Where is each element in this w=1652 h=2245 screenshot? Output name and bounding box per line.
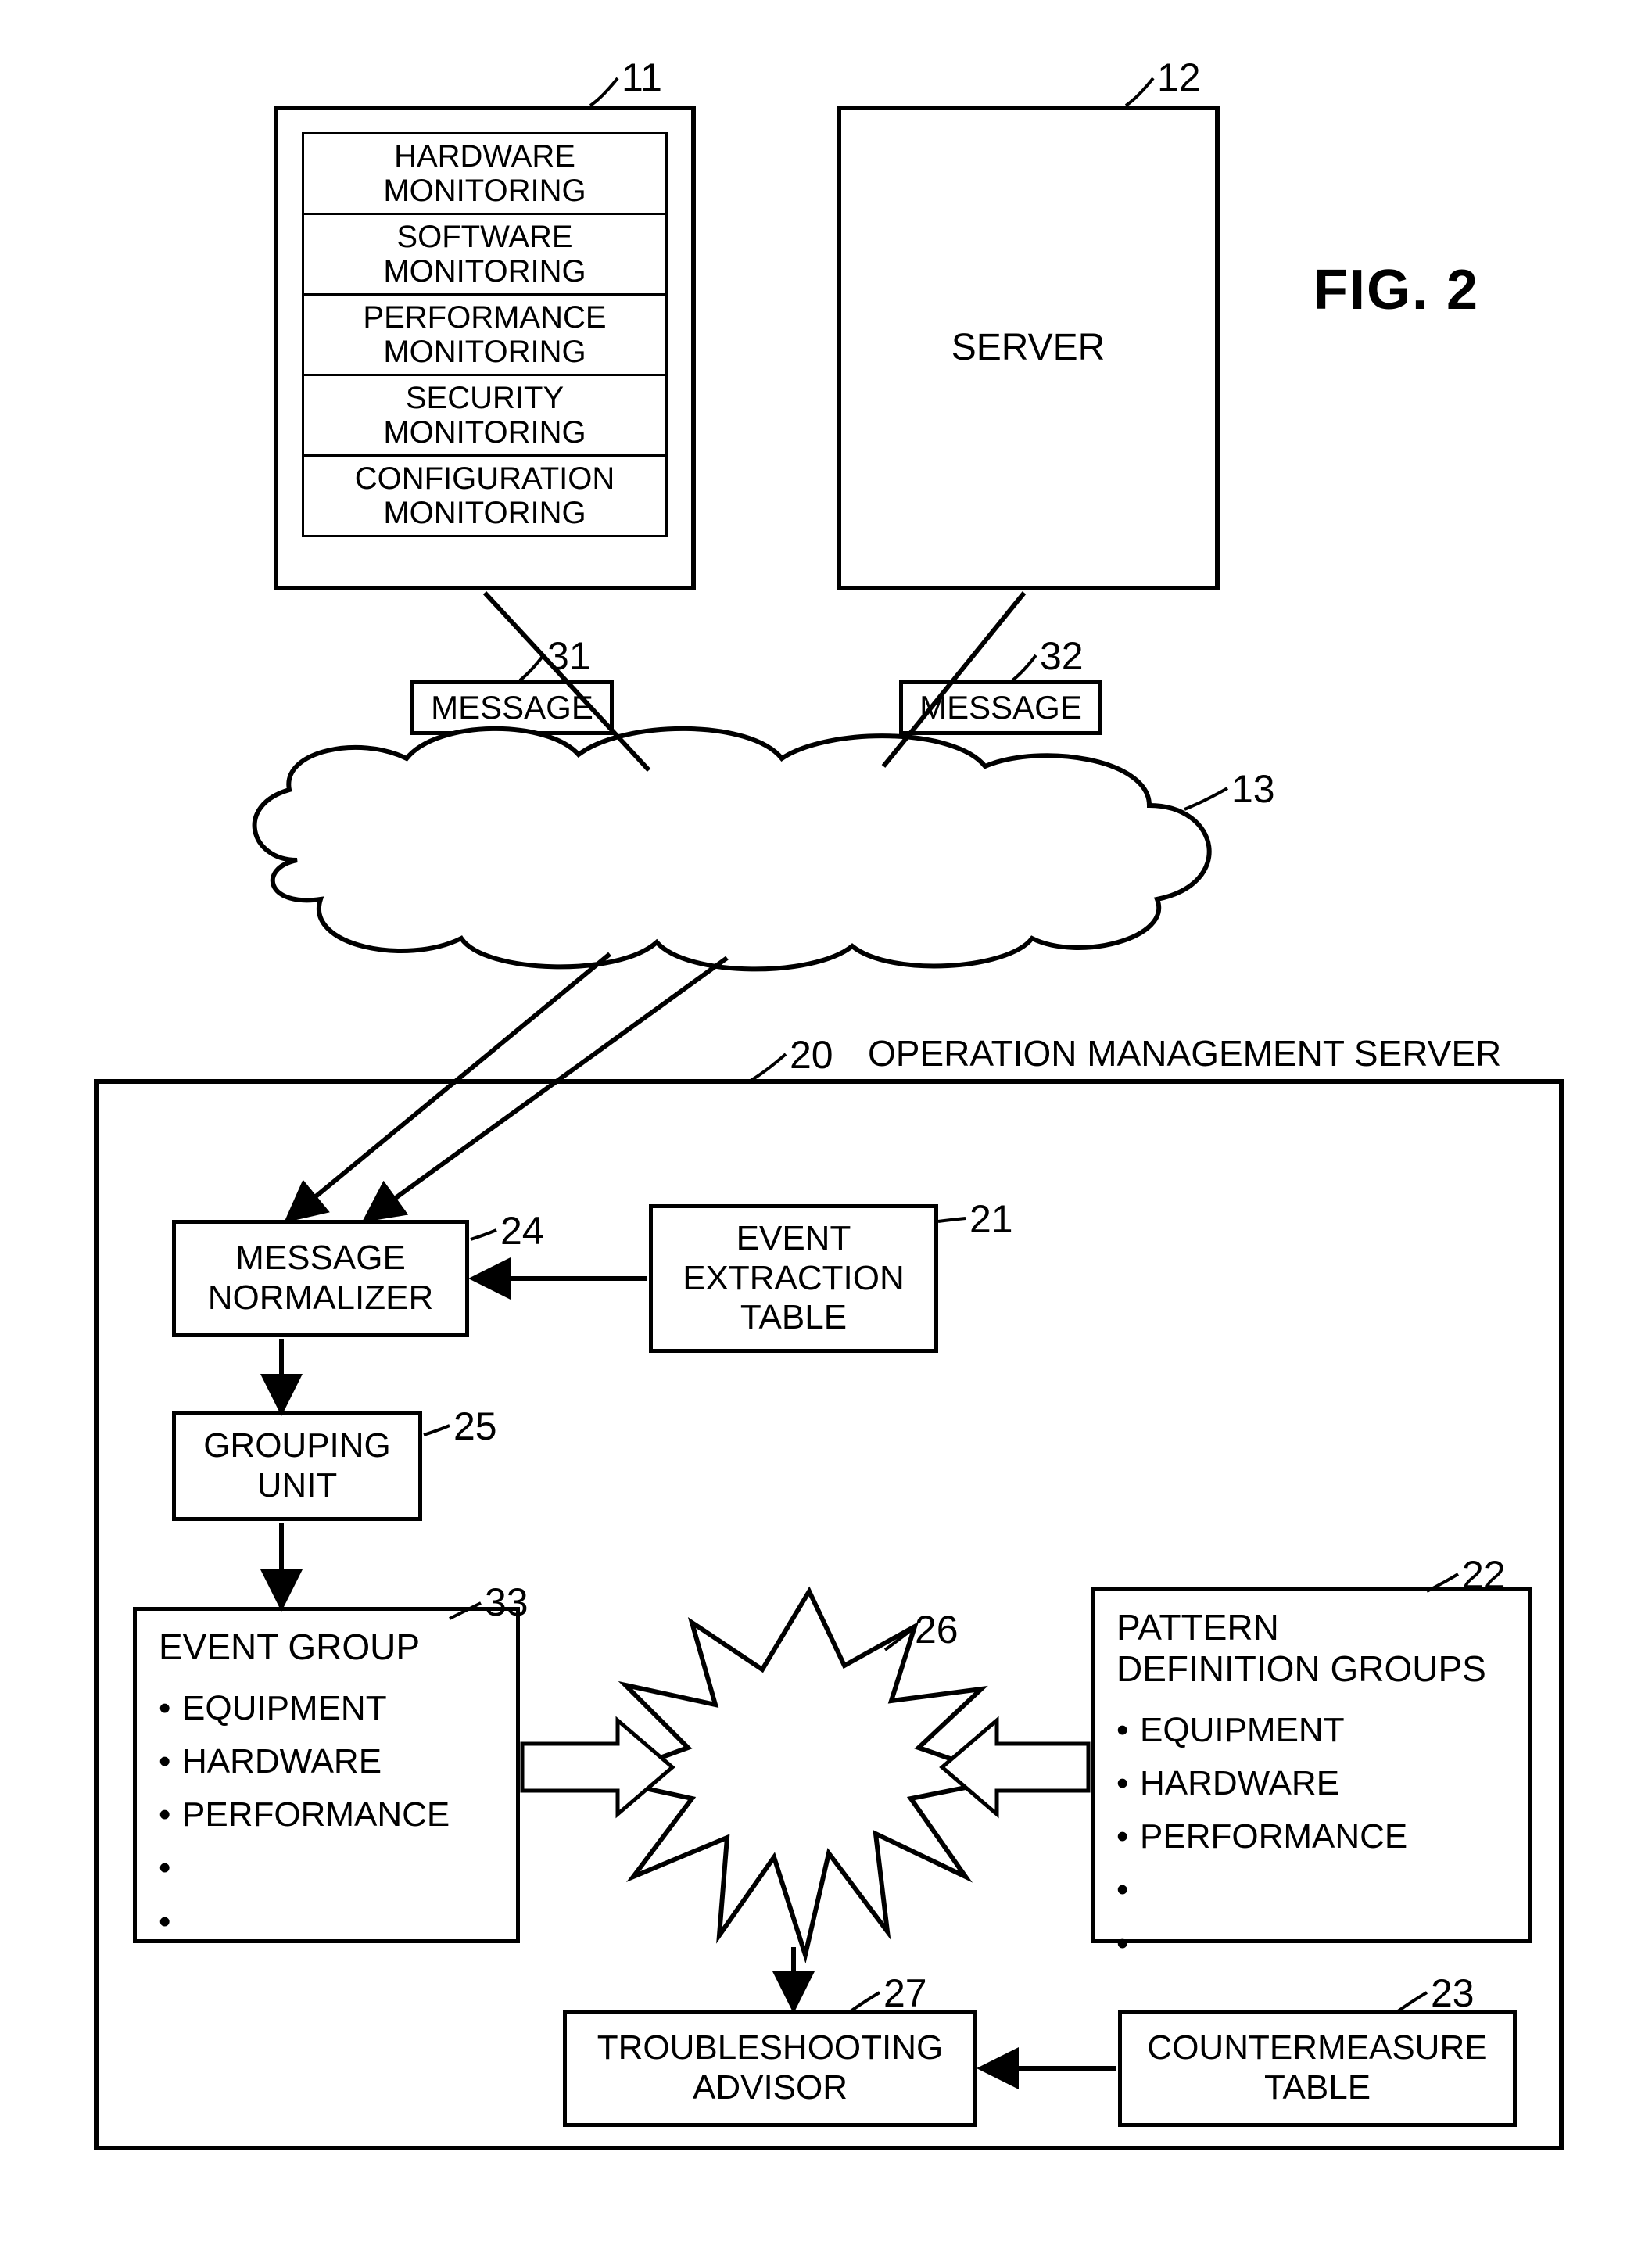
ref-num-23: 23: [1431, 1971, 1475, 2016]
message-box-1: MESSAGE: [410, 680, 614, 735]
message-normalizer-box: MESSAGE NORMALIZER: [172, 1220, 469, 1337]
grouping-unit-box: GROUPING UNIT: [172, 1411, 422, 1521]
countermeasure-table-box: COUNTERMEASURE TABLE: [1118, 2010, 1517, 2127]
ref-num-20: 20: [790, 1032, 833, 1078]
ref-num-33: 33: [485, 1580, 529, 1625]
event-group-title: EVENT GROUP: [159, 1626, 420, 1668]
ref-num-12: 12: [1157, 55, 1201, 100]
ref-num-32: 32: [1040, 633, 1084, 679]
ref-num-24: 24: [500, 1208, 544, 1253]
stack-row: PERFORMANCE MONITORING: [302, 296, 668, 376]
ref-num-27: 27: [883, 1971, 927, 2016]
ref-num-22: 22: [1462, 1552, 1506, 1598]
event-group-box: EVENT GROUP •EQUIPMENT •HARDWARE •PERFOR…: [133, 1607, 520, 1943]
ref-num-31: 31: [547, 633, 591, 679]
ref-num-13: 13: [1231, 766, 1275, 812]
figure-title: FIG. 2: [1313, 258, 1479, 322]
network-label: NETWORK: [594, 829, 786, 872]
matching-unit-label: MATCHING UNIT: [704, 1728, 923, 1807]
monitor-stack: HARDWARE MONITORING SOFTWARE MONITORING …: [302, 132, 668, 564]
troubleshooting-advisor-box: TROUBLESHOOTING ADVISOR: [563, 2010, 977, 2127]
ref-num-25: 25: [453, 1404, 497, 1449]
ref-num-21: 21: [969, 1196, 1013, 1242]
server-box: SERVER: [837, 106, 1220, 590]
stack-row: SOFTWARE MONITORING: [302, 215, 668, 296]
monitor-server-outer: HARDWARE MONITORING SOFTWARE MONITORING …: [274, 106, 696, 590]
event-extraction-box: EVENT EXTRACTION TABLE: [649, 1204, 938, 1353]
ref-num-26: 26: [915, 1607, 959, 1652]
ref-num-11: 11: [622, 55, 662, 100]
message-box-2: MESSAGE: [899, 680, 1102, 735]
event-group-list: •EQUIPMENT •HARDWARE •PERFORMANCE • •: [159, 1682, 450, 1949]
stack-row: SECURITY MONITORING: [302, 376, 668, 457]
stack-row: CONFIGURATION MONITORING: [302, 457, 668, 537]
pattern-groups-box: PATTERN DEFINITION GROUPS •EQUIPMENT •HA…: [1091, 1587, 1532, 1943]
om-server-title: OPERATION MANAGEMENT SERVER: [868, 1032, 1501, 1074]
stack-row: HARDWARE MONITORING: [302, 132, 668, 215]
figure-canvas: FIG. 2 HARDWARE MONITORING SOFTWARE MONI…: [0, 0, 1652, 2245]
pattern-list: •EQUIPMENT •HARDWARE •PERFORMANCE • •: [1116, 1704, 1407, 1971]
pattern-title: PATTERN DEFINITION GROUPS: [1116, 1607, 1486, 1690]
